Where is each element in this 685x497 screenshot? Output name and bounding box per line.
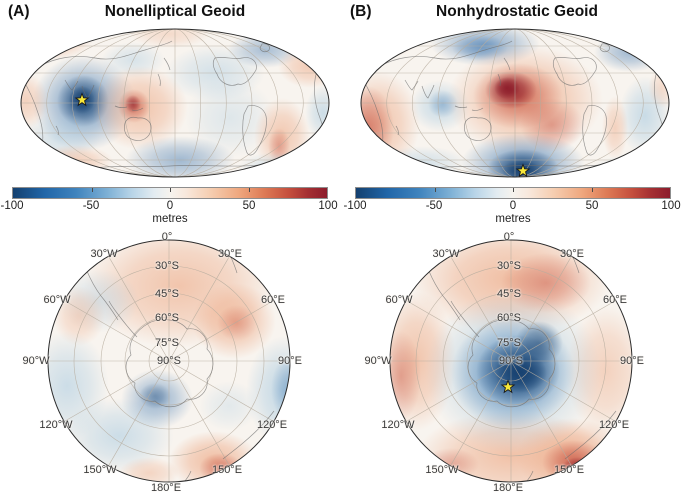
polar-graticule [48, 240, 290, 482]
polar-lon-label: 30°E [560, 248, 584, 260]
panel-b-title: Nonhydrostatic Geoid [436, 3, 598, 20]
panel-b-label: (B) [350, 3, 372, 20]
polar-lon-label: 60°W [385, 294, 413, 306]
polar-lon-label: 60°W [43, 294, 71, 306]
panel-a-title: Nonelliptical Geoid [104, 3, 246, 20]
polar-lat-label: 90°S [499, 355, 523, 367]
colorbar-tick: 50 [242, 200, 256, 212]
polar-lon-label: 150°E [211, 464, 243, 476]
polar-outline [47, 239, 291, 483]
polar-svg-a [47, 239, 291, 483]
polar-lat-label: 75°S [497, 337, 521, 349]
polar-lon-label: 90°W [364, 355, 392, 367]
polar-outline [389, 239, 633, 483]
polar-lat-label: 60°S [155, 312, 179, 324]
mollweide-map-nonelliptical [20, 28, 330, 178]
polar-map-nonelliptical: 0° 30°W 30°E 60°W 60°E 90°W 90°E 120°W 1… [22, 221, 309, 497]
polar-lon-label: 90°W [22, 355, 50, 367]
polar-lon-label: 150°E [553, 464, 585, 476]
polar-map-nonhydrostatic: 0° 30°W 30°E 60°W 60°E 90°W 90°E 120°W 1… [364, 221, 651, 497]
polar-lon-label: 60°E [261, 294, 285, 306]
colorbar-minor-tick [248, 188, 250, 192]
mollweide-map-nonhydrostatic [360, 28, 670, 178]
polar-lon-label: 180°E [492, 482, 524, 494]
polar-lat-label: 60°S [497, 312, 521, 324]
polar-lon-label: 90°E [278, 355, 302, 367]
colorbar-a-ticklabels: -100 -50 0 50 100 [0, 200, 337, 213]
colorbar-tick: -50 [425, 200, 443, 212]
polar-lon-label: 30°W [90, 248, 118, 260]
polar-svg-b [389, 239, 633, 483]
colorbar-a [12, 187, 328, 199]
polar-lat-label: 90°S [157, 355, 181, 367]
colorbar-minor-tick [170, 188, 171, 192]
colorbar-tick: -50 [82, 200, 100, 212]
polar-lat-label: 45°S [497, 288, 521, 300]
colorbar-tick: 0 [509, 200, 517, 212]
polar-lon-label: 150°W [83, 464, 117, 476]
map-outline [20, 28, 330, 178]
colorbar-tick: -100 [0, 200, 24, 212]
polar-lat-label: 30°S [497, 260, 521, 272]
polar-lon-label: 120°E [256, 419, 288, 431]
colorbar-b [355, 187, 671, 199]
geoid-anomaly-field-a-polar [48, 240, 290, 482]
colorbar-minor-tick [91, 188, 93, 192]
polar-lon-label: 0° [161, 231, 173, 243]
colorbar-minor-tick [434, 188, 436, 192]
colorbar-b-unit: metres [495, 213, 531, 225]
colorbar-minor-tick [513, 188, 514, 192]
polar-lon-label: 120°W [39, 419, 73, 431]
graticule [361, 29, 669, 177]
map-outline [360, 28, 670, 178]
colorbar-minor-tick [591, 188, 593, 192]
polar-lon-label: 90°E [620, 355, 644, 367]
polar-lat-label: 45°S [155, 288, 179, 300]
colorbar-b-ticklabels: -100 -50 0 50 100 [343, 200, 680, 213]
polar-lat-label: 75°S [155, 337, 179, 349]
polar-lon-label: 120°W [381, 419, 415, 431]
polar-lon-label: 180°E [150, 482, 182, 494]
colorbar-tick: 100 [661, 200, 681, 212]
polar-lat-label: 30°S [155, 260, 179, 272]
polar-graticule [390, 240, 632, 482]
colorbar-tick: 0 [166, 200, 174, 212]
polar-lon-label: 120°E [598, 419, 630, 431]
polar-lon-label: 0° [503, 231, 515, 243]
polar-lon-label: 60°E [603, 294, 627, 306]
polar-lon-label: 30°W [432, 248, 460, 260]
panel-a-label: (A) [8, 3, 30, 20]
colorbar-tick: 100 [318, 200, 338, 212]
polar-lon-label: 150°W [425, 464, 459, 476]
colorbar-a-unit: metres [152, 213, 188, 225]
polar-lon-label: 30°E [218, 248, 242, 260]
colorbar-tick: 50 [585, 200, 599, 212]
colorbar-tick: -100 [343, 200, 367, 212]
